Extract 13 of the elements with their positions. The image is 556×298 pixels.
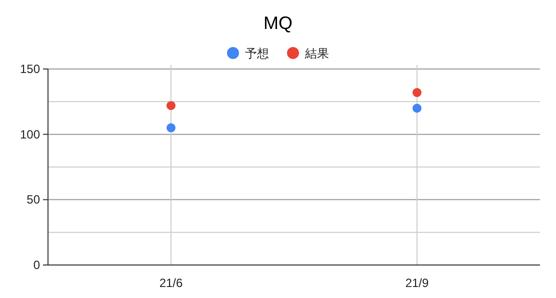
x-tick-label: 21/6	[159, 276, 183, 290]
chart-title: MQ	[264, 13, 292, 33]
y-tick-label: 0	[33, 258, 40, 272]
x-tick-label: 21/9	[405, 276, 429, 290]
point	[412, 104, 422, 113]
y-tick-label: 50	[26, 192, 40, 207]
legend-label: 結果	[304, 46, 329, 60]
point	[166, 123, 176, 132]
point	[412, 88, 422, 98]
point	[166, 101, 176, 110]
y-tick-label: 100	[20, 127, 40, 142]
legend-label: 予想	[245, 46, 269, 60]
y-tick-label: 150	[20, 62, 40, 76]
